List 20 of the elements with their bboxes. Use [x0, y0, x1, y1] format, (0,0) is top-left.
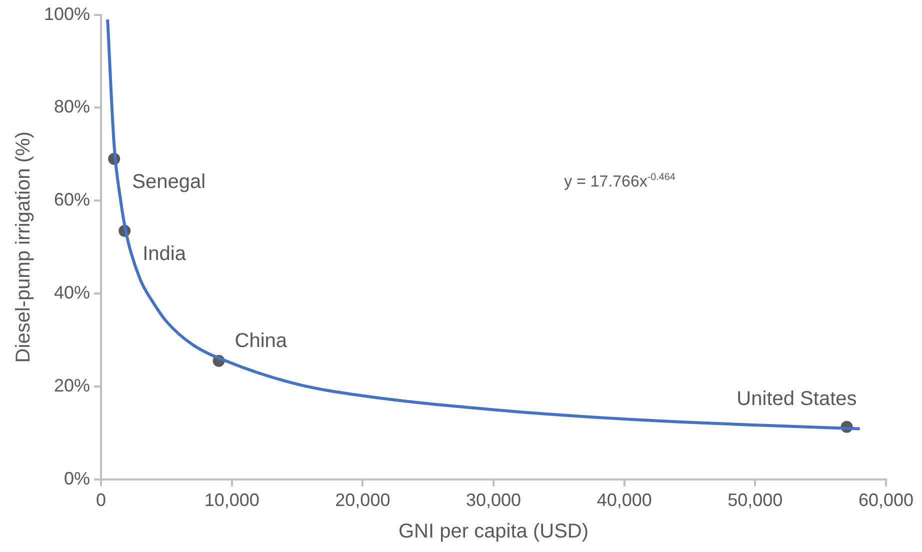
- annotation: India: [142, 242, 187, 265]
- y-tick-label: 60%: [54, 190, 90, 210]
- y-tick-label: 40%: [54, 282, 90, 303]
- annotation: Senegal: [132, 170, 206, 193]
- x-tick-label: 30,000: [466, 490, 522, 510]
- line-series: [106, 18, 862, 430]
- x-tick-label: 60,000: [858, 490, 914, 510]
- annotation: United States: [736, 388, 857, 410]
- y-tick-label: 0%: [64, 468, 90, 488]
- x-tick-label: 20,000: [335, 490, 390, 510]
- y-tick-label: 80%: [54, 96, 90, 117]
- x-tick-label: 40,000: [596, 490, 652, 510]
- annotation: China: [234, 330, 288, 352]
- x-tick-label: 10,000: [204, 490, 260, 510]
- y-axis-title: Diesel-pump irrigation (%): [12, 132, 35, 363]
- x-tick-label: 0: [96, 490, 106, 510]
- x-tick-label: 50,000: [728, 490, 783, 510]
- y-tick-label: 20%: [54, 375, 90, 396]
- x-axis-title: GNI per capita (USD): [398, 520, 589, 543]
- y-tick-label: 100%: [44, 4, 90, 24]
